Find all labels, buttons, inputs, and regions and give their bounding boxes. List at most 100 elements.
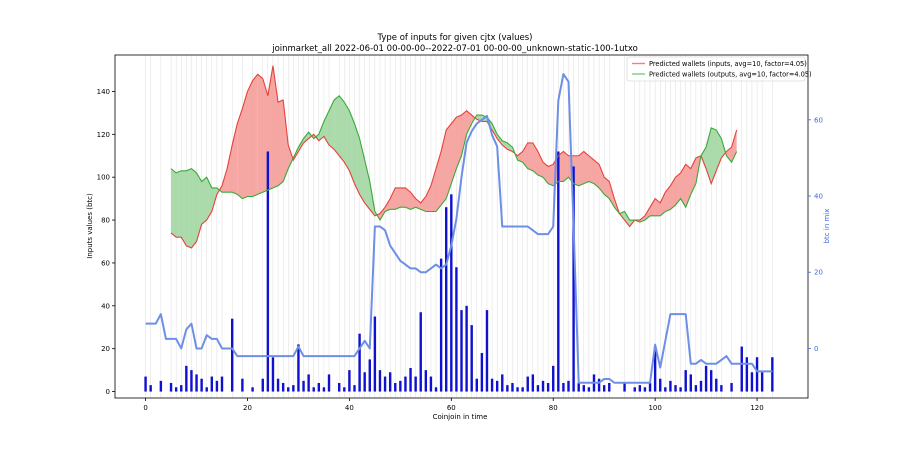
bar [312,387,315,392]
bar [709,370,713,392]
bar [297,344,300,392]
bar [694,385,698,392]
bar [750,372,754,392]
band-segment [517,151,523,163]
bar [755,357,759,392]
bar [185,365,188,392]
band-segment [395,187,401,210]
y-tick-label: 20 [101,345,110,353]
band-segment [354,123,360,195]
band-segment [451,117,457,184]
bar [266,151,270,392]
right-y-axis-ticks: 0 20 40 60 [808,116,823,353]
bar [669,380,672,392]
bar [597,378,601,392]
bar [531,374,535,392]
bar [230,318,234,392]
band-segment [532,142,538,176]
bar [679,387,682,392]
band-segment [420,196,426,212]
bar [689,374,693,392]
right-y-tick-label: 40 [814,193,823,201]
bar [730,382,733,392]
bar [536,385,540,392]
band-segment [665,185,671,212]
bar [720,385,723,392]
bar [541,380,545,392]
band-segment [583,151,589,184]
band-segment [237,108,243,199]
inputs-line [170,65,738,249]
bar [740,346,743,392]
band-segment [410,192,416,210]
bar [557,151,560,392]
bar [572,166,575,392]
band-segment [425,185,431,212]
band-segment [441,130,447,206]
bar [582,385,585,392]
bar [633,387,636,392]
band-segment [578,151,584,186]
band-segment [344,102,350,171]
bar [648,382,652,392]
bar [215,380,219,392]
bar [353,385,356,392]
bar [684,370,687,392]
bar [281,382,285,392]
bar [287,387,290,392]
bar [434,387,438,392]
bar [195,374,198,392]
bar [241,378,244,392]
band-segment [436,151,442,212]
band-segment [191,168,197,248]
vertical-grid [145,55,773,398]
bar [292,385,295,392]
band-segment [196,172,202,242]
band-segment [181,170,187,246]
band-segment [186,168,192,248]
band-segment [339,95,345,163]
band-segment [390,187,396,210]
right-y-tick-label: 20 [814,269,823,277]
chart-title: Type of inputs for given cjtx (values) [377,33,533,43]
btc-in-mix-line [145,73,773,384]
bar [343,387,346,392]
band-segment [558,151,564,182]
band-segment [267,65,273,191]
bar [771,357,774,392]
bar [470,325,473,392]
outputs-line [170,94,738,223]
bar [450,194,453,392]
band-segment [573,155,579,186]
bar [445,207,448,392]
x-axis-ticks: 0 20 40 60 80 100 120 [143,398,764,412]
band-segment [599,164,605,195]
band-segment [461,110,467,156]
band-segment [176,170,182,238]
band-segment [405,187,411,210]
bar [159,380,163,392]
band-segment [675,172,681,206]
bar [200,378,203,392]
bar [144,376,147,392]
bar [602,385,606,392]
legend-label-outputs: Predicted wallets (outputs, avg=10, fact… [649,71,812,79]
y-tick-label: 0 [106,388,110,396]
bar [307,374,310,392]
band-segment [624,211,630,227]
x-tick-label: 0 [143,404,147,412]
series-lines [145,65,773,384]
bar [455,267,458,392]
band-segment [349,110,355,184]
bar [383,376,387,392]
bar [608,382,611,392]
bar [516,387,519,392]
bar [348,370,351,392]
bar [526,376,529,392]
legend-box [626,56,806,82]
y-tick-label: 40 [101,302,110,310]
band-segment [670,177,676,210]
bar [271,357,275,392]
bar [638,385,642,392]
